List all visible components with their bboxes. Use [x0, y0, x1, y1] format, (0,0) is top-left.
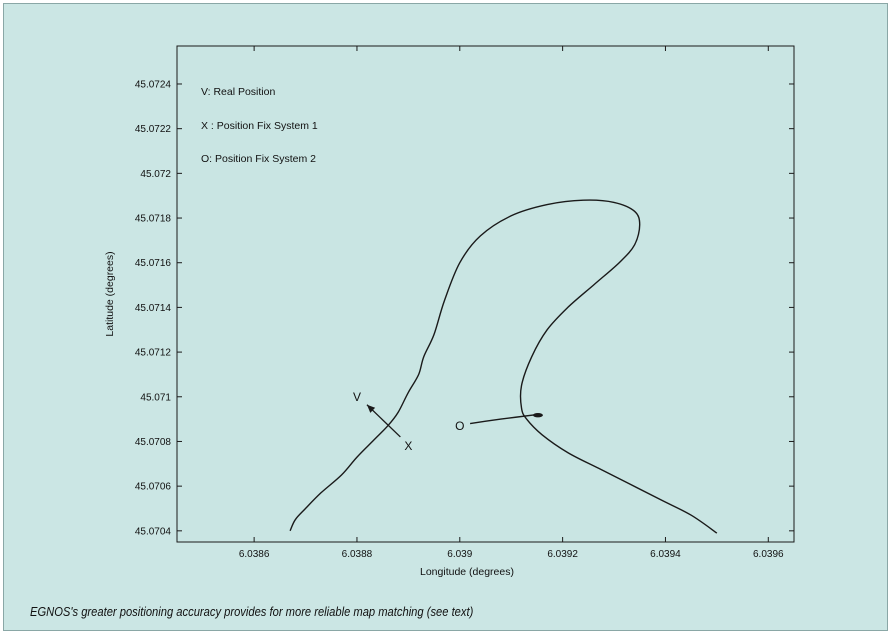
y-tick-label: 45.0722: [135, 124, 172, 135]
marker-label-o: O: [455, 419, 464, 433]
x-axis-label: Longitude (degrees): [420, 566, 514, 578]
x-tick-label: 6.0394: [650, 549, 681, 560]
marker-label-x: X: [404, 439, 412, 453]
figure-caption: EGNOS's greater positioning accuracy pro…: [30, 604, 474, 619]
legend-entry-system-1: X : Position Fix System 1: [201, 120, 318, 132]
y-tick-label: 45.0706: [135, 482, 172, 493]
y-tick-label: 45.0724: [135, 79, 172, 90]
trajectory-line: [289, 199, 718, 534]
figure-panel: 6.0386 6.0388 6.039 6.0392 6.0394 6.0396 45.07…: [3, 3, 888, 631]
y-tick-label: 45.0714: [135, 303, 172, 314]
latitude-longitude-chart: 6.0386 6.0388 6.039 6.0392 6.0394 6.0396 45.07…: [104, 45, 795, 578]
y-tick-label: 45.0716: [135, 258, 172, 269]
legend-entry-system-2: O: Position Fix System 2: [201, 153, 316, 165]
x-tick-label: 6.0396: [753, 549, 784, 560]
x-tick-label: 6.0386: [239, 549, 270, 560]
y-axis-label: Latitude (degrees): [104, 251, 116, 336]
y-tick-label: 45.071: [140, 392, 171, 403]
plot-area: [176, 45, 795, 543]
legend: V: Real Position X : Position Fix System…: [201, 86, 318, 165]
x-tick-label: 6.0392: [547, 549, 578, 560]
legend-entry-real-position: V: Real Position: [201, 86, 275, 98]
system-2-offset-line: [469, 413, 537, 425]
y-tick-label: 45.0708: [135, 437, 172, 448]
y-tick-label: 45.0704: [135, 526, 172, 537]
x-tick-label: 6.0388: [342, 549, 373, 560]
y-tick-label: 45.0712: [135, 348, 172, 359]
system-2-snap-point: [532, 412, 543, 418]
x-tick-label: 6.039: [447, 549, 472, 560]
error-arrow-head: [366, 404, 376, 413]
y-tick-label: 45.072: [140, 169, 171, 180]
y-tick-label: 45.0718: [135, 214, 172, 225]
marker-label-v: V: [353, 390, 361, 404]
